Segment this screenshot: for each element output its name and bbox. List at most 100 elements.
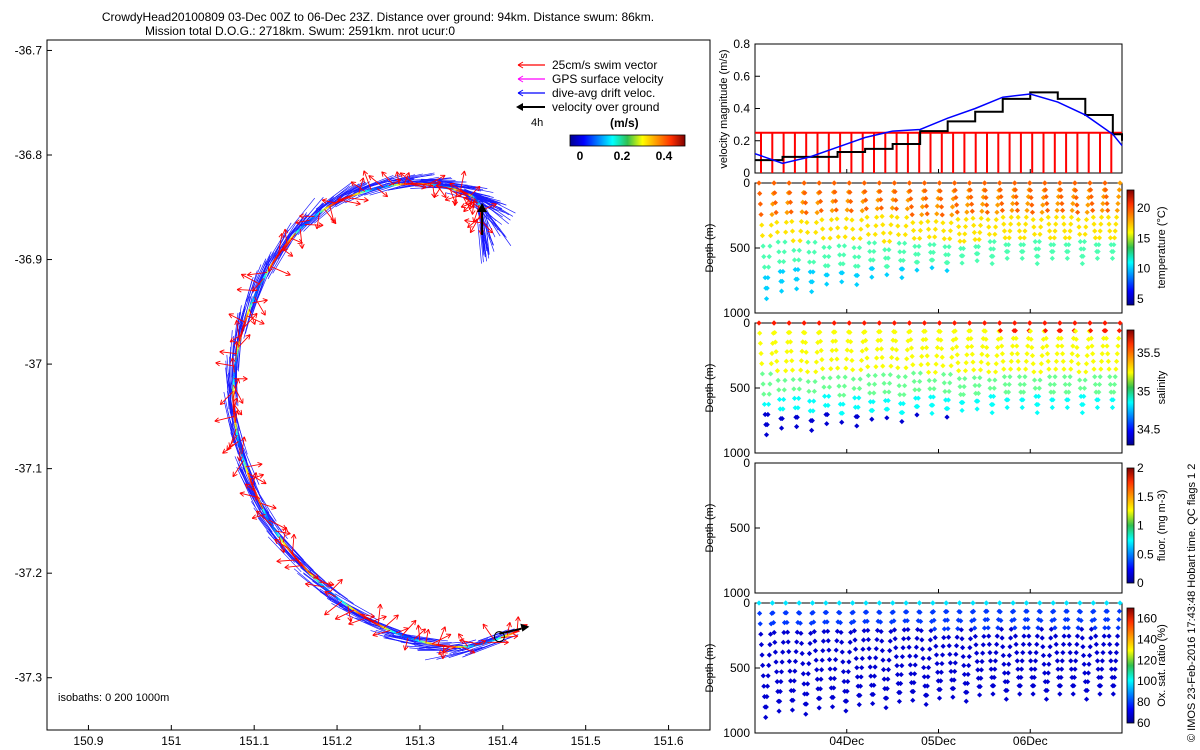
track-segment-375	[419, 640, 423, 643]
salinity-sample-57	[794, 424, 800, 430]
swim-vector-129	[329, 205, 335, 223]
oxygen-sample-444	[1014, 658, 1020, 664]
swim-vector-249	[226, 434, 238, 451]
temperature-sample-195	[884, 272, 890, 278]
temperature-sample-270	[933, 218, 939, 225]
oxygen-sample-86	[806, 650, 813, 657]
swim-vector-189	[248, 309, 256, 325]
track-segment-184	[251, 298, 255, 302]
salinity-sample-415	[1027, 328, 1034, 334]
oxygen-sample-612	[1112, 666, 1118, 672]
temperature-sample-101	[822, 263, 828, 269]
oxygen-sample-314	[939, 660, 945, 667]
oxygen-sample-29	[773, 659, 779, 665]
salinity-sample-402	[1019, 404, 1025, 411]
drift-vector-168	[265, 222, 292, 265]
salinity-sample-41	[783, 358, 789, 364]
credit-text: © IMOS 23-Feb-2016 17:43:48 Hobart time.…	[1186, 464, 1198, 742]
drift-vector-148	[303, 209, 325, 232]
oxygen-sample-480	[1035, 616, 1042, 623]
swim-vector-375	[417, 624, 421, 642]
swim-head-387	[440, 654, 446, 660]
oxygen-sample-508	[1051, 616, 1057, 623]
temperature-sample-376	[1002, 235, 1008, 241]
temperature-sample-144	[850, 235, 856, 242]
temperature-sample-119	[834, 216, 840, 222]
swim-vector-294	[256, 510, 273, 526]
temperature-sample-449	[1050, 248, 1056, 255]
oxygen-sample-46	[783, 600, 789, 606]
swim-vector-399	[458, 633, 469, 647]
salinity-sample-339	[978, 359, 984, 365]
oxygen-sample-52	[786, 658, 792, 664]
temperature-sample-466	[1061, 221, 1067, 227]
temperature-sample-324	[968, 194, 974, 200]
salinity-sample-126	[839, 419, 845, 425]
temperature-sample-500	[1083, 217, 1090, 223]
salinity-sample-448	[1049, 404, 1055, 411]
salinity-sample-199	[886, 380, 893, 386]
oxygen-sample-362	[967, 645, 973, 651]
vel-tick-3: 0.6	[733, 69, 750, 83]
swim-head-384	[441, 626, 447, 632]
temperature-sample-104	[824, 272, 830, 278]
salinity-sample-179	[873, 355, 880, 361]
temperature-sample-433	[1040, 202, 1046, 208]
temperature-sample-65	[799, 209, 805, 215]
salinity-sample-475	[1067, 374, 1073, 380]
salinity-sample-241	[914, 412, 920, 418]
oxygen-sample-532	[1065, 625, 1071, 631]
temperature-sample-41	[783, 219, 789, 225]
oxygen-sample-127	[830, 694, 836, 700]
salinity-sample-538	[1108, 389, 1114, 395]
swim-vector-105	[376, 188, 388, 198]
temperature-sample-191	[881, 238, 887, 245]
salinity-sample-359	[991, 385, 997, 391]
track-segment-144	[302, 223, 306, 227]
track-segment-365	[399, 633, 403, 637]
swim-head-42	[449, 182, 455, 188]
oxygen-sample-34	[776, 708, 782, 714]
temperature-sample-415	[1027, 187, 1034, 193]
temperature-sample-354	[988, 246, 994, 252]
temperature-sample-233	[908, 204, 915, 210]
oxygen-sample-283	[921, 664, 927, 671]
salinity-sample-460	[1057, 320, 1063, 326]
temperature-sample-396	[1015, 214, 1021, 220]
swim-vector-312	[276, 559, 298, 562]
salinity-sample-431	[1038, 361, 1044, 367]
temperature-cbar-tick-2: 15	[1137, 231, 1151, 245]
oxygen-sample-350	[959, 645, 966, 651]
swim-head-333	[324, 590, 330, 596]
swim-vector-150	[283, 233, 296, 252]
oxygen-sample-53	[787, 668, 793, 674]
salinity-dtick-0: 0	[743, 316, 750, 330]
drift-vector-298	[250, 501, 273, 533]
oxygen-sample-453	[1020, 650, 1026, 656]
oxygen-sample-108	[819, 657, 825, 663]
salinity-sample-250	[920, 337, 926, 343]
oxygen-sample-154	[846, 659, 852, 665]
swim-head-261	[232, 471, 238, 478]
oxygen-sample-299	[930, 600, 936, 606]
oxygen-sample-62	[792, 658, 799, 664]
oxygen-sample-474	[1032, 666, 1038, 672]
salinity-sample-238	[912, 387, 918, 393]
salinity-sample-421	[1031, 377, 1038, 383]
oxygen-sample-104	[817, 695, 823, 701]
salinity-sample-124	[837, 401, 843, 407]
salinity-sample-141	[848, 348, 854, 354]
salinity-sample-445	[1047, 381, 1053, 388]
track-segment-354	[377, 623, 381, 627]
oxygen-sample-510	[1052, 633, 1059, 639]
salinity-sample-16	[767, 381, 773, 387]
track-segment-358	[385, 627, 389, 631]
salinity-sample-318	[964, 344, 971, 350]
salinity-sample-246	[917, 370, 923, 376]
oxygen-sample-138	[836, 600, 842, 606]
track-segment-128	[329, 204, 333, 207]
date-tick-2: 06Dec	[1013, 734, 1048, 748]
temperature-sample-467	[1062, 228, 1068, 234]
oxygen-sample-545	[1073, 650, 1079, 656]
temperature-sample-51	[789, 228, 796, 234]
